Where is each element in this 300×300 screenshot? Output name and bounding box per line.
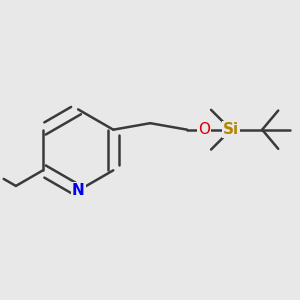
Text: N: N bbox=[72, 183, 85, 198]
Text: O: O bbox=[198, 122, 210, 137]
Text: Si: Si bbox=[223, 122, 239, 137]
